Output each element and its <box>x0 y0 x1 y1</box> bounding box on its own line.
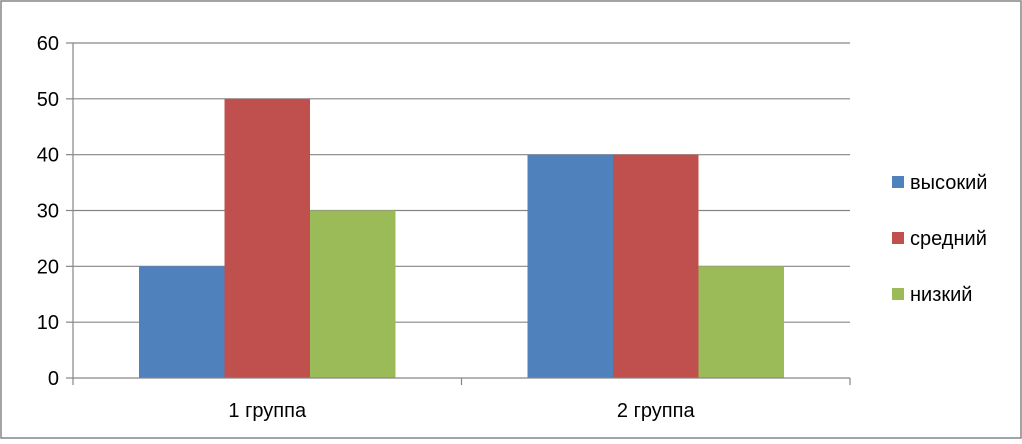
legend-label: высокий <box>910 172 987 194</box>
bar-низкий-1 группа <box>310 210 396 378</box>
y-tick-label: 0 <box>48 368 59 390</box>
bar-высокий-2 группа <box>527 154 613 378</box>
x-tick-label: 1 группа <box>228 400 307 422</box>
y-tick-label: 20 <box>37 256 59 278</box>
bar-средний-1 группа <box>224 98 310 378</box>
legend-swatch-средний <box>892 232 904 244</box>
bar-высокий-1 группа <box>139 266 225 378</box>
y-tick-label: 10 <box>37 312 59 334</box>
bars <box>139 98 784 378</box>
legend-label: низкий <box>910 284 972 306</box>
y-tick-label: 40 <box>37 145 59 167</box>
legend-label: средний <box>910 228 987 250</box>
y-tick-label: 60 <box>37 33 59 55</box>
x-tick-label: 2 группа <box>617 400 696 422</box>
bar-средний-2 группа <box>613 154 699 378</box>
y-tick-label: 30 <box>37 201 59 223</box>
legend: высокий средний низкий <box>892 172 987 306</box>
bar-низкий-2 группа <box>698 266 784 378</box>
axes: 0 10 20 30 40 50 60 1 группа 2 группа <box>37 33 851 422</box>
legend-swatch-низкий <box>892 288 904 300</box>
y-tick-label: 50 <box>37 89 59 111</box>
legend-swatch-высокий <box>892 176 904 188</box>
